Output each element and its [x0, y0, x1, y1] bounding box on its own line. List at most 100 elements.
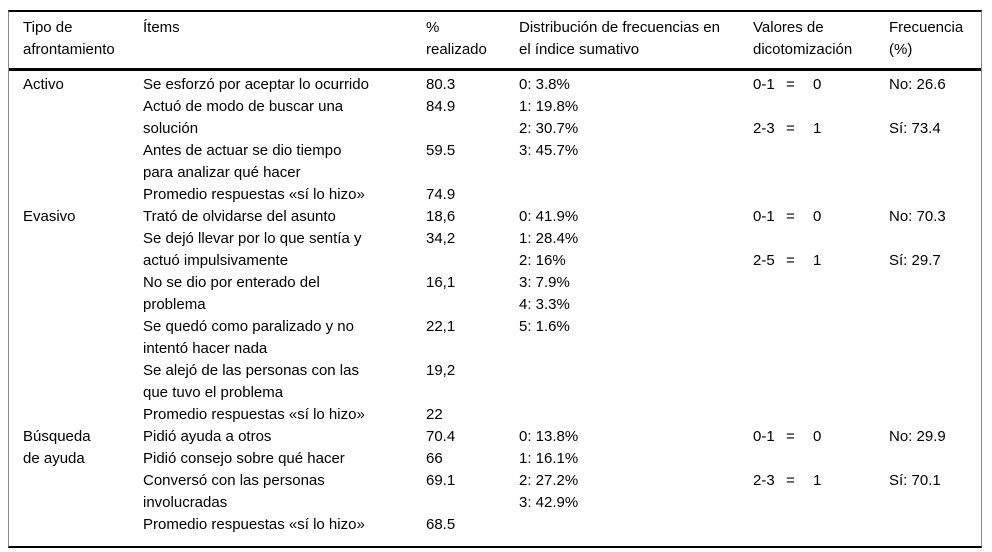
- item-text: Conversó con las personas involucradas: [143, 472, 325, 511]
- dicot-value: 0: [813, 76, 822, 93]
- dichotomization-line: 0-1 = 0: [753, 426, 889, 448]
- item-row: Antes de actuar se dio tiempo para anali…: [143, 140, 519, 184]
- item-row: Trató de olvidarse del asunto 18,6: [143, 206, 519, 228]
- dichotomization-line: 2-3 = 1: [753, 470, 889, 492]
- coping-frequency-table: Tipo de afrontamiento Ítems % realizado …: [8, 10, 982, 548]
- dicot-equals: =: [786, 428, 795, 445]
- item-row: Se quedó como paralizado y no intentó ha…: [143, 316, 519, 360]
- dicot-equals: =: [786, 208, 795, 225]
- item-value: 70.4: [426, 428, 456, 445]
- dicot-value: 1: [813, 252, 822, 269]
- distribution-line: 4: 3.3%: [519, 296, 570, 313]
- group-row-activo: Activo Se esforzó por aceptar lo ocurrid…: [23, 74, 981, 206]
- item-row: Promedio respuestas «sí lo hizo» 22: [143, 404, 519, 426]
- item-text: Se quedó como paralizado y no intentó ha…: [143, 318, 354, 357]
- distribution-column: 0: 41.9% 1: 28.4% 2: 16% 3: 7.9% 4: 3.3%…: [519, 206, 753, 338]
- dicot-equals: =: [786, 76, 795, 93]
- frequency-column: No: 70.3 Sí: 29.7: [889, 206, 981, 272]
- dicot-range: 2-5: [753, 252, 775, 269]
- item-value: 84.9: [426, 98, 456, 115]
- item-text: Pidió ayuda a otros: [143, 428, 272, 445]
- dichotomization-line: 2-5 = 1: [753, 250, 889, 272]
- item-row: Se esforzó por aceptar lo ocurrido 80.3: [143, 74, 519, 96]
- distribution-column: 0: 3.8% 1: 19.8% 2: 30.7% 3: 45.7%: [519, 74, 753, 162]
- item-row: Promedio respuestas «sí lo hizo» 68.5: [143, 514, 519, 536]
- frequency-no: No: 29.9: [889, 428, 946, 445]
- item-row: No se dio por enterado del problema 16,1: [143, 272, 519, 316]
- dicot-range: 2-3: [753, 120, 775, 137]
- header-cell-frecuencia: Frecuencia (%): [889, 19, 964, 58]
- header-cell-tipo: Tipo de afrontamiento: [23, 19, 115, 58]
- distribution-line: 1: 16.1%: [519, 450, 579, 467]
- spacer: [889, 228, 981, 250]
- dicot-range: 0-1: [753, 208, 775, 225]
- items-column: Se esforzó por aceptar lo ocurrido 80.3 …: [143, 74, 519, 206]
- item-value: 66: [426, 450, 443, 467]
- spacer: [889, 448, 981, 470]
- item-text: Se esforzó por aceptar lo ocurrido: [143, 76, 369, 93]
- distribution-line: 5: 1.6%: [519, 318, 570, 335]
- item-row: Actuó de modo de buscar una solución 84.…: [143, 96, 519, 140]
- dicot-range: 0-1: [753, 76, 775, 93]
- distribution-line: 2: 16%: [519, 252, 566, 269]
- item-row: Conversó con las personas involucradas 6…: [143, 470, 519, 514]
- item-value: 59.5: [426, 142, 456, 159]
- group-label: Evasivo: [23, 208, 76, 225]
- items-column: Trató de olvidarse del asunto 18,6 Se de…: [143, 206, 519, 426]
- item-row: Se alejó de las personas con las que tuv…: [143, 360, 519, 404]
- dicot-value: 0: [813, 208, 822, 225]
- frequency-no: No: 26.6: [889, 76, 946, 93]
- item-row: Pidió consejo sobre qué hacer 66: [143, 448, 519, 470]
- item-value: 69.1: [426, 472, 456, 489]
- item-text: Actuó de modo de buscar una solución: [143, 98, 344, 137]
- item-value: 68.5: [426, 516, 456, 533]
- item-text: Se alejó de las personas con las que tuv…: [143, 362, 359, 401]
- dichotomization-line: 0-1 = 0: [753, 74, 889, 96]
- item-value: 34,2: [426, 230, 456, 247]
- group-label: Búsqueda de ayuda: [23, 428, 91, 467]
- item-value: 80.3: [426, 76, 456, 93]
- dicot-range: 0-1: [753, 428, 775, 445]
- spacer: [753, 96, 889, 118]
- header-cell-items: Ítems: [143, 19, 180, 36]
- item-row: Pidió ayuda a otros 70.4: [143, 426, 519, 448]
- item-value: 22,1: [426, 318, 456, 335]
- spacer: [753, 448, 889, 470]
- frequency-si: Sí: 70.1: [889, 472, 941, 489]
- dichotomization-column: 0-1 = 0 2-3 = 1: [753, 74, 889, 140]
- distribution-line: 3: 42.9%: [519, 494, 579, 511]
- distribution-line: 0: 13.8%: [519, 428, 579, 445]
- item-value: 74.9: [426, 186, 456, 203]
- spacer: [753, 228, 889, 250]
- dichotomization-line: 0-1 = 0: [753, 206, 889, 228]
- item-value: 22: [426, 406, 443, 423]
- dichotomization-column: 0-1 = 0 2-5 = 1: [753, 206, 889, 272]
- distribution-line: 3: 7.9%: [519, 274, 570, 291]
- dicot-equals: =: [786, 472, 795, 489]
- distribution-line: 1: 19.8%: [519, 98, 579, 115]
- frequency-column: No: 26.6 Sí: 73.4: [889, 74, 981, 140]
- item-row: Promedio respuestas «sí lo hizo» 74.9: [143, 184, 519, 206]
- item-text: Antes de actuar se dio tiempo para anali…: [143, 142, 342, 181]
- frequency-column: No: 29.9 Sí: 70.1: [889, 426, 981, 492]
- frequency-no: No: 70.3: [889, 208, 946, 225]
- distribution-line: 1: 28.4%: [519, 230, 579, 247]
- table-body: Activo Se esforzó por aceptar lo ocurrid…: [9, 71, 981, 546]
- group-row-evasivo: Evasivo Trató de olvidarse del asunto 18…: [23, 206, 981, 426]
- group-row-busqueda-de-ayuda: Búsqueda de ayuda Pidió ayuda a otros 70…: [23, 426, 981, 536]
- item-text: Promedio respuestas «sí lo hizo»: [143, 406, 365, 423]
- frequency-si: Sí: 29.7: [889, 252, 941, 269]
- item-text: No se dio por enterado del problema: [143, 274, 320, 313]
- item-text: Trató de olvidarse del asunto: [143, 208, 336, 225]
- item-value: 18,6: [426, 208, 456, 225]
- item-text: Se dejó llevar por lo que sentía y actuó…: [143, 230, 362, 269]
- dicot-equals: =: [786, 120, 795, 137]
- item-value: 16,1: [426, 274, 456, 291]
- dichotomization-column: 0-1 = 0 2-3 = 1: [753, 426, 889, 492]
- dicot-range: 2-3: [753, 472, 775, 489]
- distribution-line: 0: 41.9%: [519, 208, 579, 225]
- distribution-line: 2: 30.7%: [519, 120, 579, 137]
- dicot-value: 1: [813, 120, 822, 137]
- group-label: Activo: [23, 76, 64, 93]
